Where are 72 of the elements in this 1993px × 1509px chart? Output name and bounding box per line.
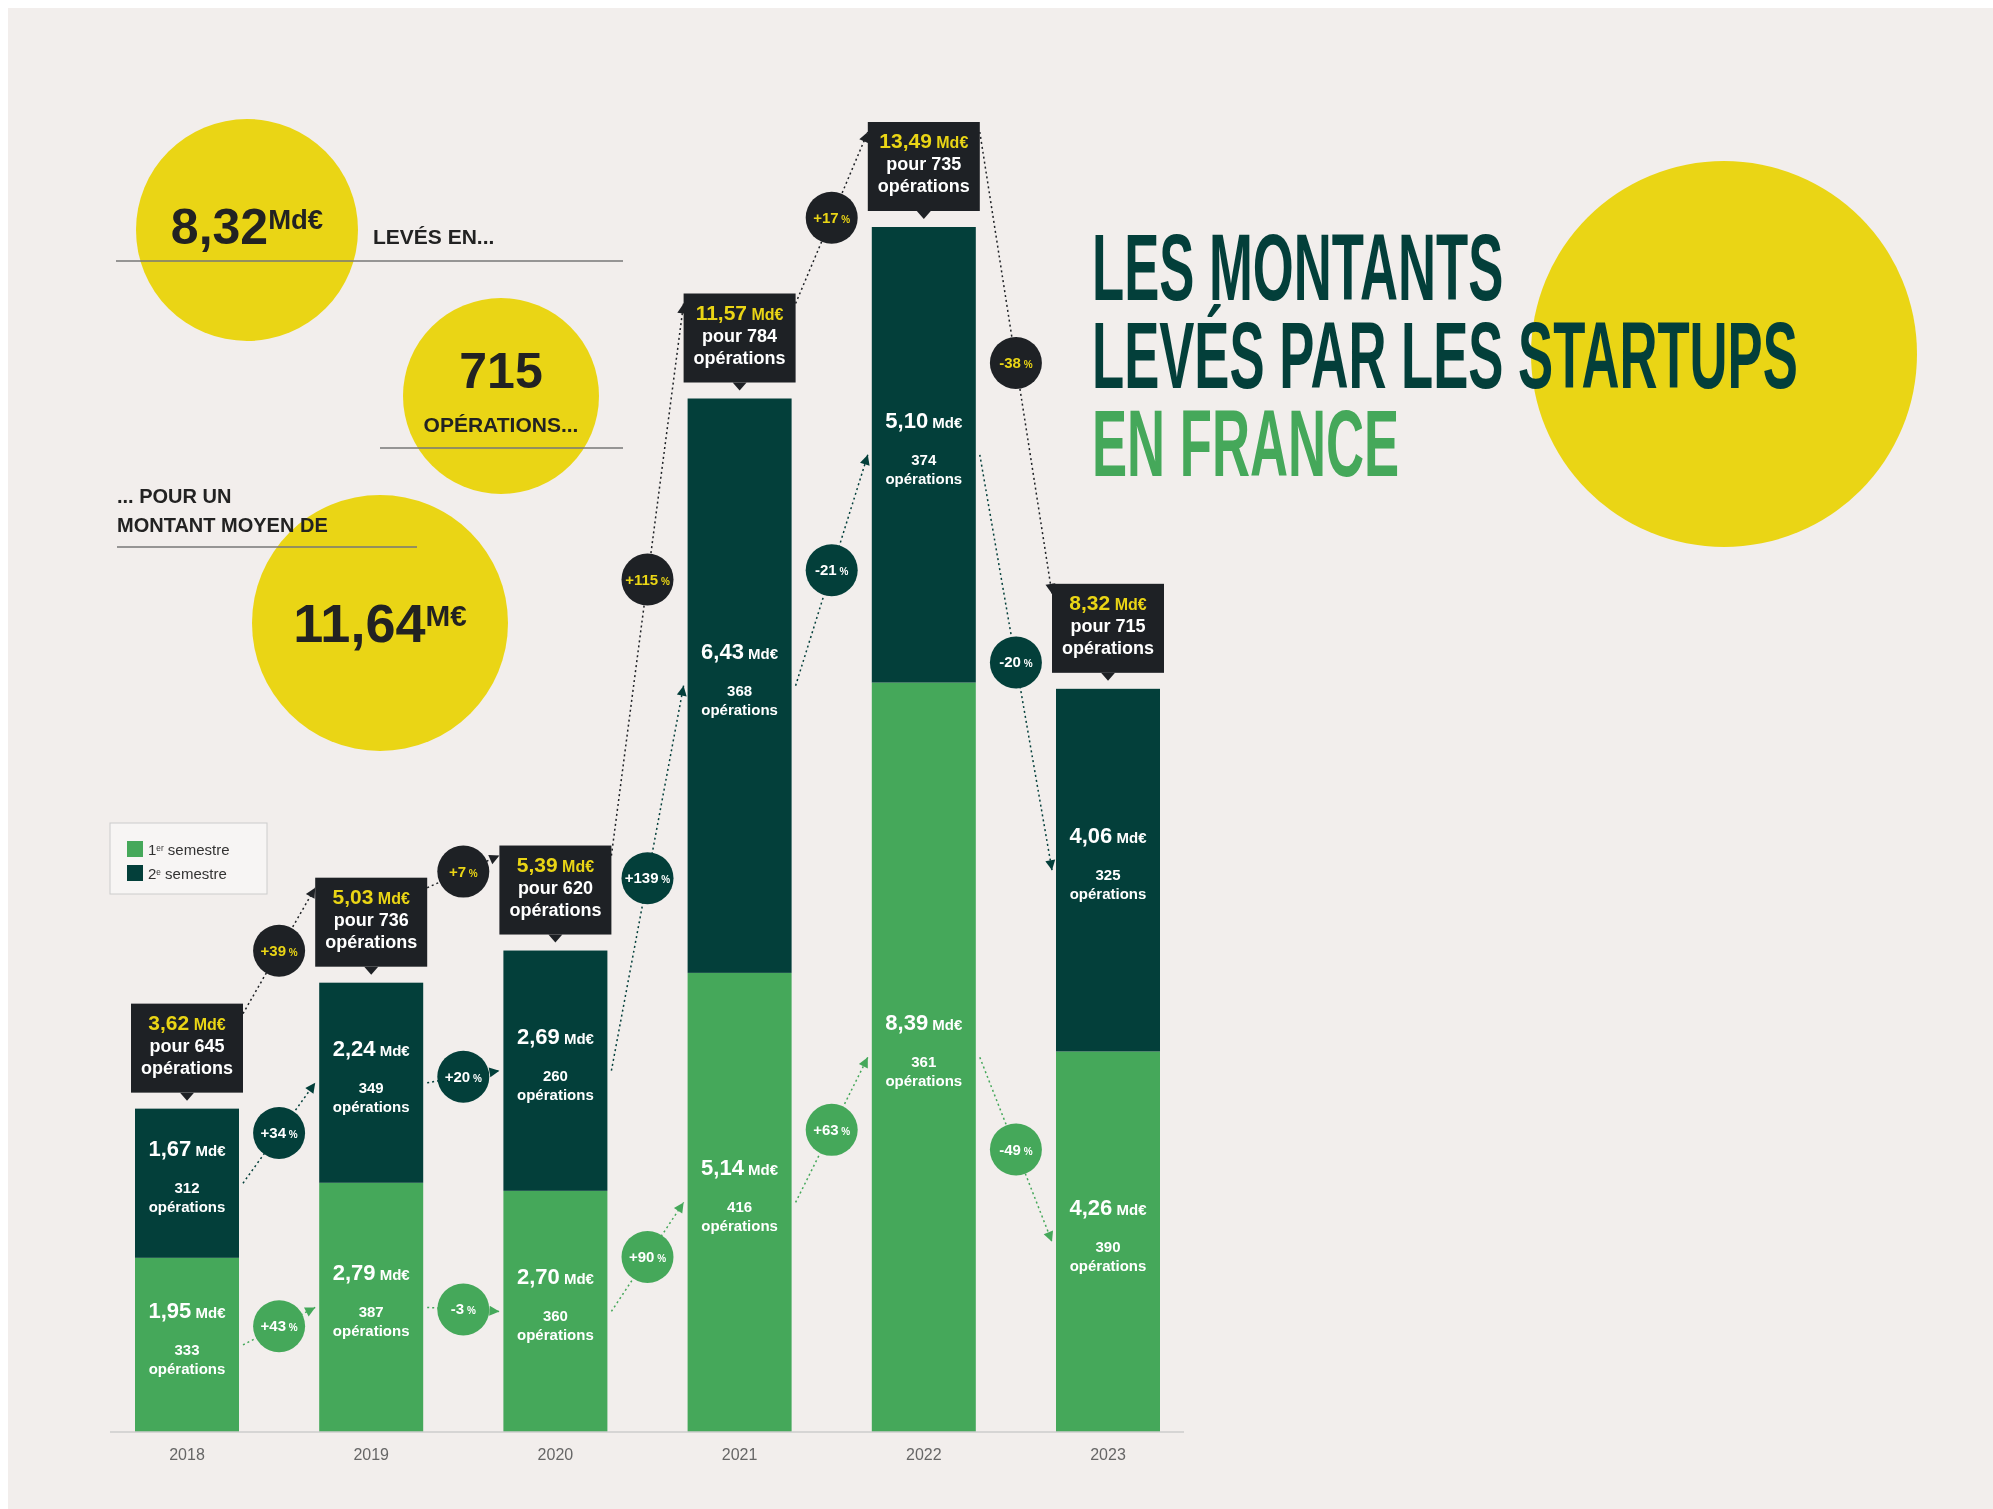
legend-label: 2$^{e}$ semestre [148, 865, 227, 882]
x-tick-label: 2019 [353, 1446, 390, 1463]
x-tick-label: 2021 [721, 1446, 758, 1463]
data-label: 4,26 Md€ [1069, 1194, 1148, 1220]
annotation: 416 opérations [701, 1198, 778, 1235]
annotation: +63 % [813, 1120, 851, 1138]
data-label: 1,67 Md€ [148, 1136, 227, 1162]
annotation: 387 opérations [332, 1303, 410, 1340]
text: EN FRANCE [1092, 390, 1400, 496]
annotation: 312 opérations [148, 1179, 226, 1216]
annotation: +139 % [624, 869, 671, 887]
annotation: +39 % [260, 941, 298, 959]
bar [319, 1182, 424, 1432]
data-label: 2,79 Md€ [332, 1260, 411, 1286]
annotation: +43 % [260, 1317, 298, 1335]
annotation: -3 % [450, 1300, 476, 1318]
annotation: 349 opérations [332, 1078, 410, 1115]
annotation: +20 % [444, 1067, 482, 1085]
annotation: 11,64$^{M€}$ [293, 593, 467, 653]
bar [1056, 1051, 1160, 1432]
annotation: +90 % [628, 1247, 667, 1265]
bar [687, 398, 792, 973]
data-label: 2,70 Md€ [516, 1264, 595, 1290]
total-label: 11,57 Md€ pour 784 opérations [693, 300, 786, 368]
total-label: 8,32 Md€ pour 715 opérations [1061, 590, 1155, 658]
x-tick-label: 2022 [906, 1446, 942, 1463]
annotation: -49 % [999, 1140, 1033, 1158]
data-label: 6,43 Md€ [701, 638, 779, 664]
annotation: 368 opérations [701, 681, 778, 718]
data-label: 8,39 Md€ [885, 1010, 963, 1036]
annotation: 390 opérations [1069, 1237, 1147, 1274]
annotation: +34 % [260, 1123, 298, 1141]
x-tick-label: 2018 [169, 1446, 205, 1463]
annotation: 715 [459, 343, 543, 399]
data-label: 5,14 Md€ [701, 1155, 779, 1181]
annotation: 325 opérations [1069, 866, 1147, 903]
total-label: 3,62 Md€ pour 645 opérations [140, 1010, 234, 1078]
bar [687, 972, 792, 1432]
annotation: -21 % [815, 561, 849, 579]
bar [503, 950, 608, 1191]
x-tick-label: 2020 [537, 1446, 574, 1463]
text: +17 % [813, 208, 851, 226]
annotation: LEVÉS EN... [373, 225, 495, 248]
total-label: 5,39 Md€ pour 620 opérations [509, 852, 602, 920]
annotation: 361 opérations [885, 1053, 963, 1090]
data-label: 2,69 Md€ [516, 1023, 595, 1049]
annotation: 360 opérations [517, 1307, 594, 1344]
x-tick-label: 2023 [1090, 1446, 1126, 1463]
annotation: -20 % [999, 653, 1033, 671]
annotation: -38 % [999, 353, 1033, 371]
data-label: 5,10 Md€ [885, 407, 963, 433]
legend-label: 1$^{er}$ semestre [148, 841, 230, 858]
bar [135, 1257, 239, 1433]
bar [503, 1190, 608, 1432]
annotation: 333 opérations [148, 1340, 226, 1377]
bar [871, 227, 976, 683]
data-label: 1,95 Md€ [148, 1297, 227, 1323]
bar [1056, 688, 1160, 1052]
annotation: +7 % [448, 862, 478, 880]
data-label: 4,06 Md€ [1069, 823, 1148, 849]
bar [319, 982, 424, 1183]
annotation: +115 % [625, 570, 670, 588]
total-label: 13,49 Md€ pour 735 opérations [877, 129, 970, 196]
annotation: 8,32$^{Md€}$ [170, 199, 324, 255]
annotation: 260 opérations [517, 1066, 594, 1103]
annotation: OPÉRATIONS... [423, 413, 579, 436]
annotation: 374 opérations [885, 450, 963, 487]
bar [871, 682, 976, 1432]
annotation: ... POUR UN MONTANT MOYEN DE [117, 485, 328, 536]
bar [135, 1108, 239, 1258]
total-label: 5,03 Md€ pour 736 opérations [325, 884, 418, 952]
data-label: 2,24 Md€ [332, 1035, 411, 1061]
